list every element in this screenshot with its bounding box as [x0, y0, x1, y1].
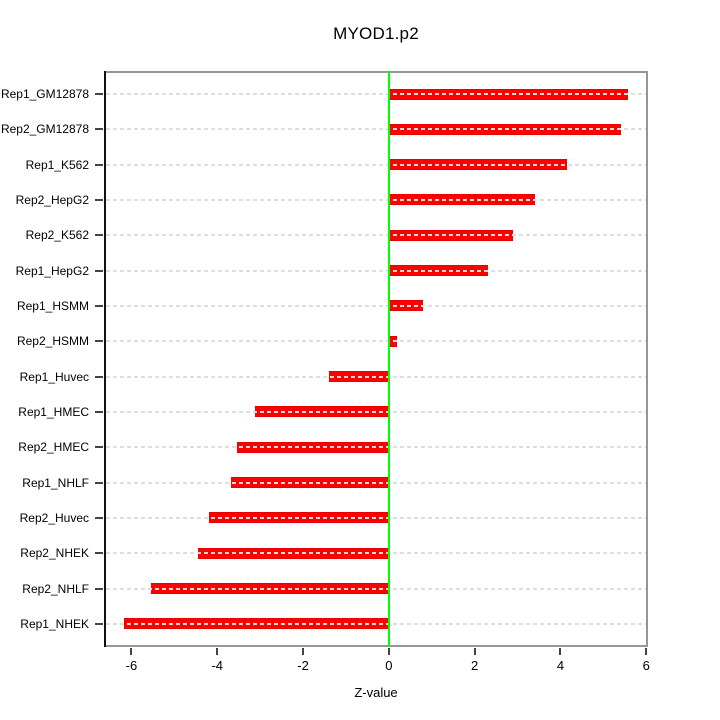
gridline: [106, 163, 646, 166]
y-tick-label-Rep2_K562: Rep2_K562: [25, 228, 89, 243]
y-tick-label-Rep2_NHLF: Rep2_NHLF: [22, 581, 89, 596]
y-tick-label-Rep2_Huvec: Rep2_Huvec: [19, 510, 89, 525]
chart-title: MYOD1.p2: [333, 24, 419, 43]
gridline: [106, 587, 646, 590]
y-tick-label-Rep2_HSMM: Rep2_HSMM: [16, 334, 89, 349]
x-axis-tick: [302, 648, 305, 655]
gridline: [106, 410, 646, 413]
gridline: [106, 93, 646, 95]
x-axis-label: Z-value: [354, 685, 398, 700]
y-axis-tick: [95, 234, 103, 237]
y-tick-label-Rep1_NHEK: Rep1_NHEK: [20, 616, 89, 631]
x-axis-tick: [645, 648, 648, 655]
x-tick-label-2: 2: [471, 658, 479, 673]
y-axis-tick: [95, 552, 103, 555]
y-tick-label-Rep1_HepG2: Rep1_HepG2: [15, 263, 89, 278]
y-axis-tick: [95, 93, 103, 95]
y-axis-tick: [95, 375, 103, 378]
y-axis-tick: [95, 410, 103, 413]
y-axis-tick: [95, 481, 103, 484]
gridline: [106, 304, 646, 307]
gridline: [106, 622, 646, 625]
x-axis-tick: [216, 648, 219, 655]
y-axis-tick: [95, 622, 103, 625]
x-axis-tick: [473, 648, 476, 655]
zero-line: [387, 71, 390, 647]
gridline: [106, 446, 646, 449]
gridline: [106, 552, 646, 555]
gridline: [106, 340, 646, 343]
y-axis-tick: [95, 163, 103, 166]
x-tick-label--4: -4: [211, 658, 224, 673]
y-axis-tick: [95, 198, 103, 201]
y-tick-label-Rep2_GM12878: Rep2_GM12878: [0, 122, 89, 137]
y-tick-label-Rep1_HSMM: Rep1_HSMM: [16, 298, 89, 313]
y-tick-label-Rep1_GM12878: Rep1_GM12878: [0, 87, 89, 101]
y-axis-tick: [95, 587, 103, 590]
y-axis-tick: [95, 516, 103, 519]
x-tick-label-4: 4: [556, 658, 565, 673]
x-axis-tick: [559, 648, 562, 655]
x-axis-tick: [130, 648, 133, 655]
x-tick-label--6: -6: [125, 658, 138, 673]
gridline: [106, 128, 646, 131]
gridline: [106, 516, 646, 519]
y-axis-tick: [95, 446, 103, 449]
y-tick-label-Rep1_HMEC: Rep1_HMEC: [18, 404, 89, 419]
y-tick-label-Rep1_NHLF: Rep1_NHLF: [22, 475, 89, 490]
y-axis-tick: [95, 128, 103, 131]
y-axis-tick: [95, 269, 103, 272]
gridline: [106, 234, 646, 237]
gridline: [106, 269, 646, 272]
y-tick-label-Rep1_Huvec: Rep1_Huvec: [19, 369, 89, 384]
y-axis-line: [104, 71, 106, 647]
gridline: [106, 375, 646, 378]
y-axis-tick: [95, 340, 103, 343]
y-tick-label-Rep2_HMEC: Rep2_HMEC: [18, 440, 89, 455]
plot-area: [104, 71, 648, 647]
x-tick-label--2: -2: [297, 658, 309, 673]
x-tick-label-6: 6: [642, 658, 650, 673]
y-tick-label-Rep2_NHEK: Rep2_NHEK: [20, 546, 89, 561]
y-tick-label-Rep2_HepG2: Rep2_HepG2: [15, 192, 89, 207]
x-axis-tick: [387, 648, 390, 655]
gridline: [106, 198, 646, 201]
gridline: [106, 481, 646, 484]
y-axis-tick: [95, 304, 103, 307]
x-tick-label-0: 0: [385, 658, 393, 673]
y-tick-label-Rep1_K562: Rep1_K562: [25, 157, 89, 172]
